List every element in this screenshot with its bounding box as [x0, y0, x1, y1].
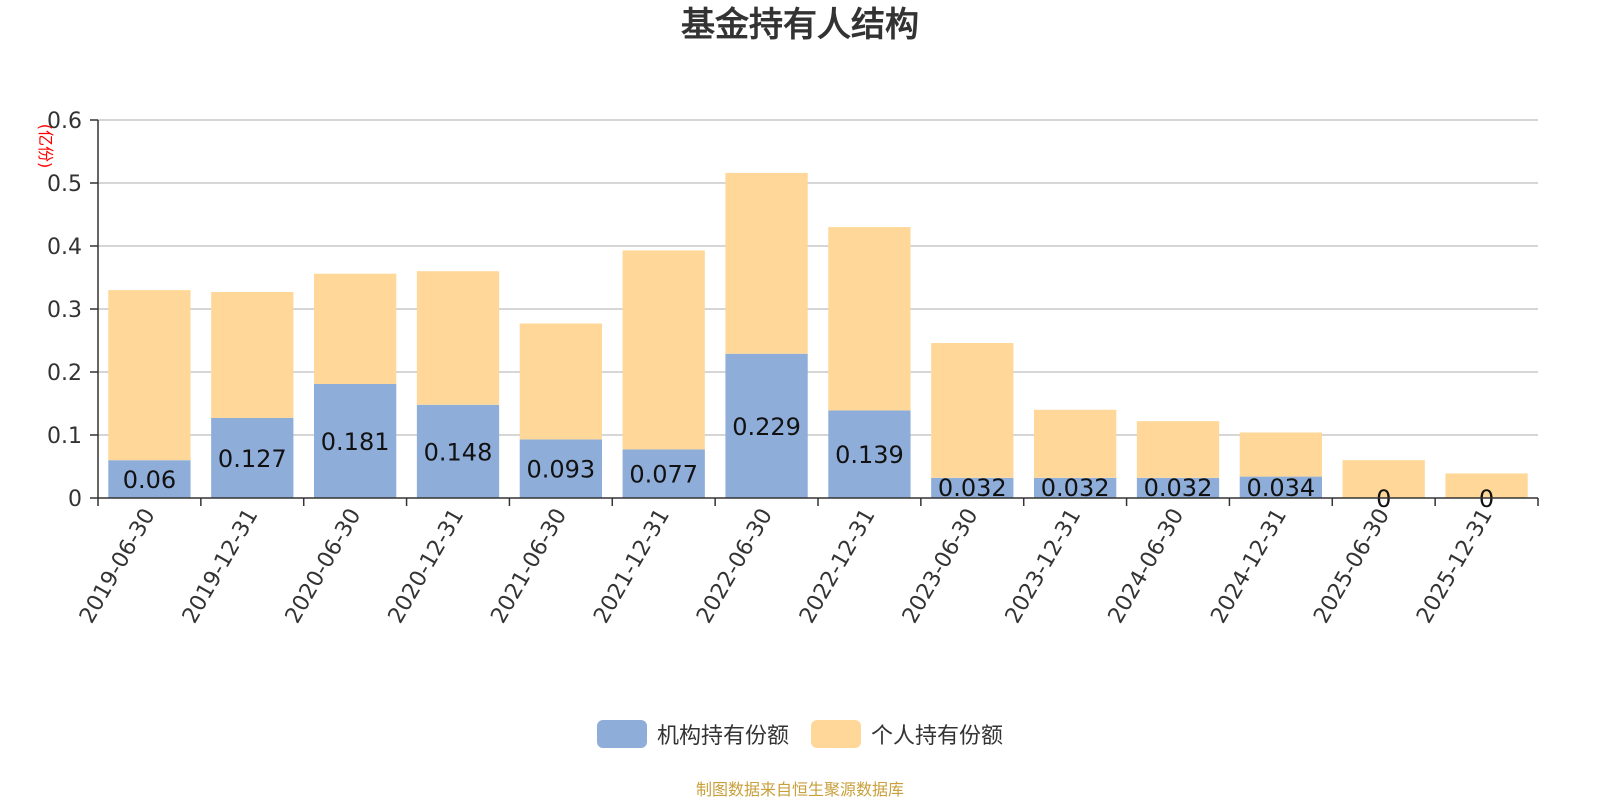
data-label-institutional: 0.181 — [321, 428, 390, 456]
bar-individual-2024-06-30 — [1136, 421, 1220, 478]
bar-institutional-2021-06-30 — [519, 439, 602, 498]
data-label-institutional: 0 — [1479, 485, 1494, 513]
bar-institutional-2020-06-30 — [314, 383, 397, 498]
data-label-institutional: 0.093 — [526, 456, 595, 484]
x-tick-label: 2025-12-31 — [1412, 505, 1498, 628]
legend-item-institutional[interactable]: 机构持有份额 — [596, 718, 789, 750]
y-tick-label: 0 — [68, 487, 82, 512]
x-tick-label: 2022-12-31 — [795, 505, 881, 628]
bar-institutional-2019-06-30 — [108, 460, 191, 498]
x-tick-label: 2021-06-30 — [486, 505, 572, 628]
bar-institutional-2022-12-31 — [828, 410, 911, 498]
data-label-institutional: 0.229 — [732, 413, 801, 441]
x-tick-label: 2022-06-30 — [692, 505, 778, 628]
bar-institutional-2021-12-31 — [622, 449, 705, 498]
data-label-institutional: 0.06 — [123, 466, 176, 494]
x-tick-label: 2021-12-31 — [589, 505, 675, 628]
x-tick-label: 2024-12-31 — [1206, 505, 1292, 628]
bar-individual-2021-12-31 — [622, 250, 705, 450]
bar-individual-2023-06-30 — [931, 343, 1014, 478]
data-label-institutional: 0.139 — [835, 441, 904, 469]
y-tick-label: 0.2 — [47, 361, 82, 386]
bar-individual-2020-12-31 — [416, 271, 500, 405]
bar-individual-2023-12-31 — [1034, 409, 1117, 478]
bar-individual-2022-12-31 — [828, 227, 911, 411]
bar-individual-2020-06-30 — [314, 273, 397, 384]
bar-individual-2021-06-30 — [519, 323, 602, 440]
y-tick-label: 0.4 — [47, 235, 82, 260]
bar-institutional-2023-06-30 — [931, 477, 1014, 498]
bar-institutional-2024-06-30 — [1136, 477, 1220, 498]
bar-institutional-2024-12-31 — [1239, 476, 1322, 498]
x-tick-label: 2024-06-30 — [1104, 505, 1190, 628]
source-note: 制图数据来自恒生聚源数据库 — [695, 780, 904, 799]
legend-swatch-individual — [811, 720, 861, 748]
y-tick-label: 0.1 — [47, 424, 82, 449]
legend-swatch-institutional — [596, 720, 647, 748]
bar-individual-2019-12-31 — [211, 291, 294, 418]
legend: 机构持有份额 个人持有份额 — [0, 718, 1600, 750]
legend-label-individual: 个人持有份额 — [871, 724, 1004, 749]
bar-individual-2025-12-31 — [1445, 473, 1528, 498]
bar-institutional-2019-12-31 — [211, 417, 294, 498]
bar-institutional-2023-12-31 — [1034, 477, 1117, 498]
x-tick-label: 2019-12-31 — [178, 505, 264, 628]
legend-label-institutional: 机构持有份额 — [656, 724, 789, 749]
x-tick-label: 2025-06-30 — [1309, 505, 1395, 628]
data-label-institutional: 0.148 — [424, 438, 493, 466]
y-tick-label: 0.6 — [47, 109, 82, 134]
bar-institutional-2020-12-31 — [416, 404, 500, 498]
bar-institutional-2022-06-30 — [725, 353, 808, 498]
x-tick-label: 2020-12-31 — [384, 505, 470, 628]
data-label-institutional: 0.127 — [218, 445, 287, 473]
legend-item-individual[interactable]: 个人持有份额 — [811, 718, 1003, 750]
x-tick-label: 2023-12-31 — [1001, 505, 1087, 628]
bar-individual-2025-06-30 — [1342, 460, 1425, 498]
bars — [108, 172, 1528, 498]
bar-individual-2024-12-31 — [1239, 432, 1322, 477]
y-axis-label: (亿份) — [36, 124, 55, 169]
x-tick-label: 2020-06-30 — [281, 505, 367, 628]
data-label-institutional: 0.077 — [629, 461, 698, 489]
x-tick-label: 2019-06-30 — [75, 505, 161, 628]
data-label-institutional: 0 — [1376, 485, 1391, 513]
y-tick-label: 0.3 — [47, 298, 82, 323]
chart-title: 基金持有人结构 — [681, 5, 919, 45]
bar-individual-2022-06-30 — [725, 172, 808, 354]
bar-individual-2019-06-30 — [108, 290, 191, 461]
x-tick-label: 2023-06-30 — [898, 505, 984, 628]
y-tick-label: 0.5 — [47, 172, 82, 197]
